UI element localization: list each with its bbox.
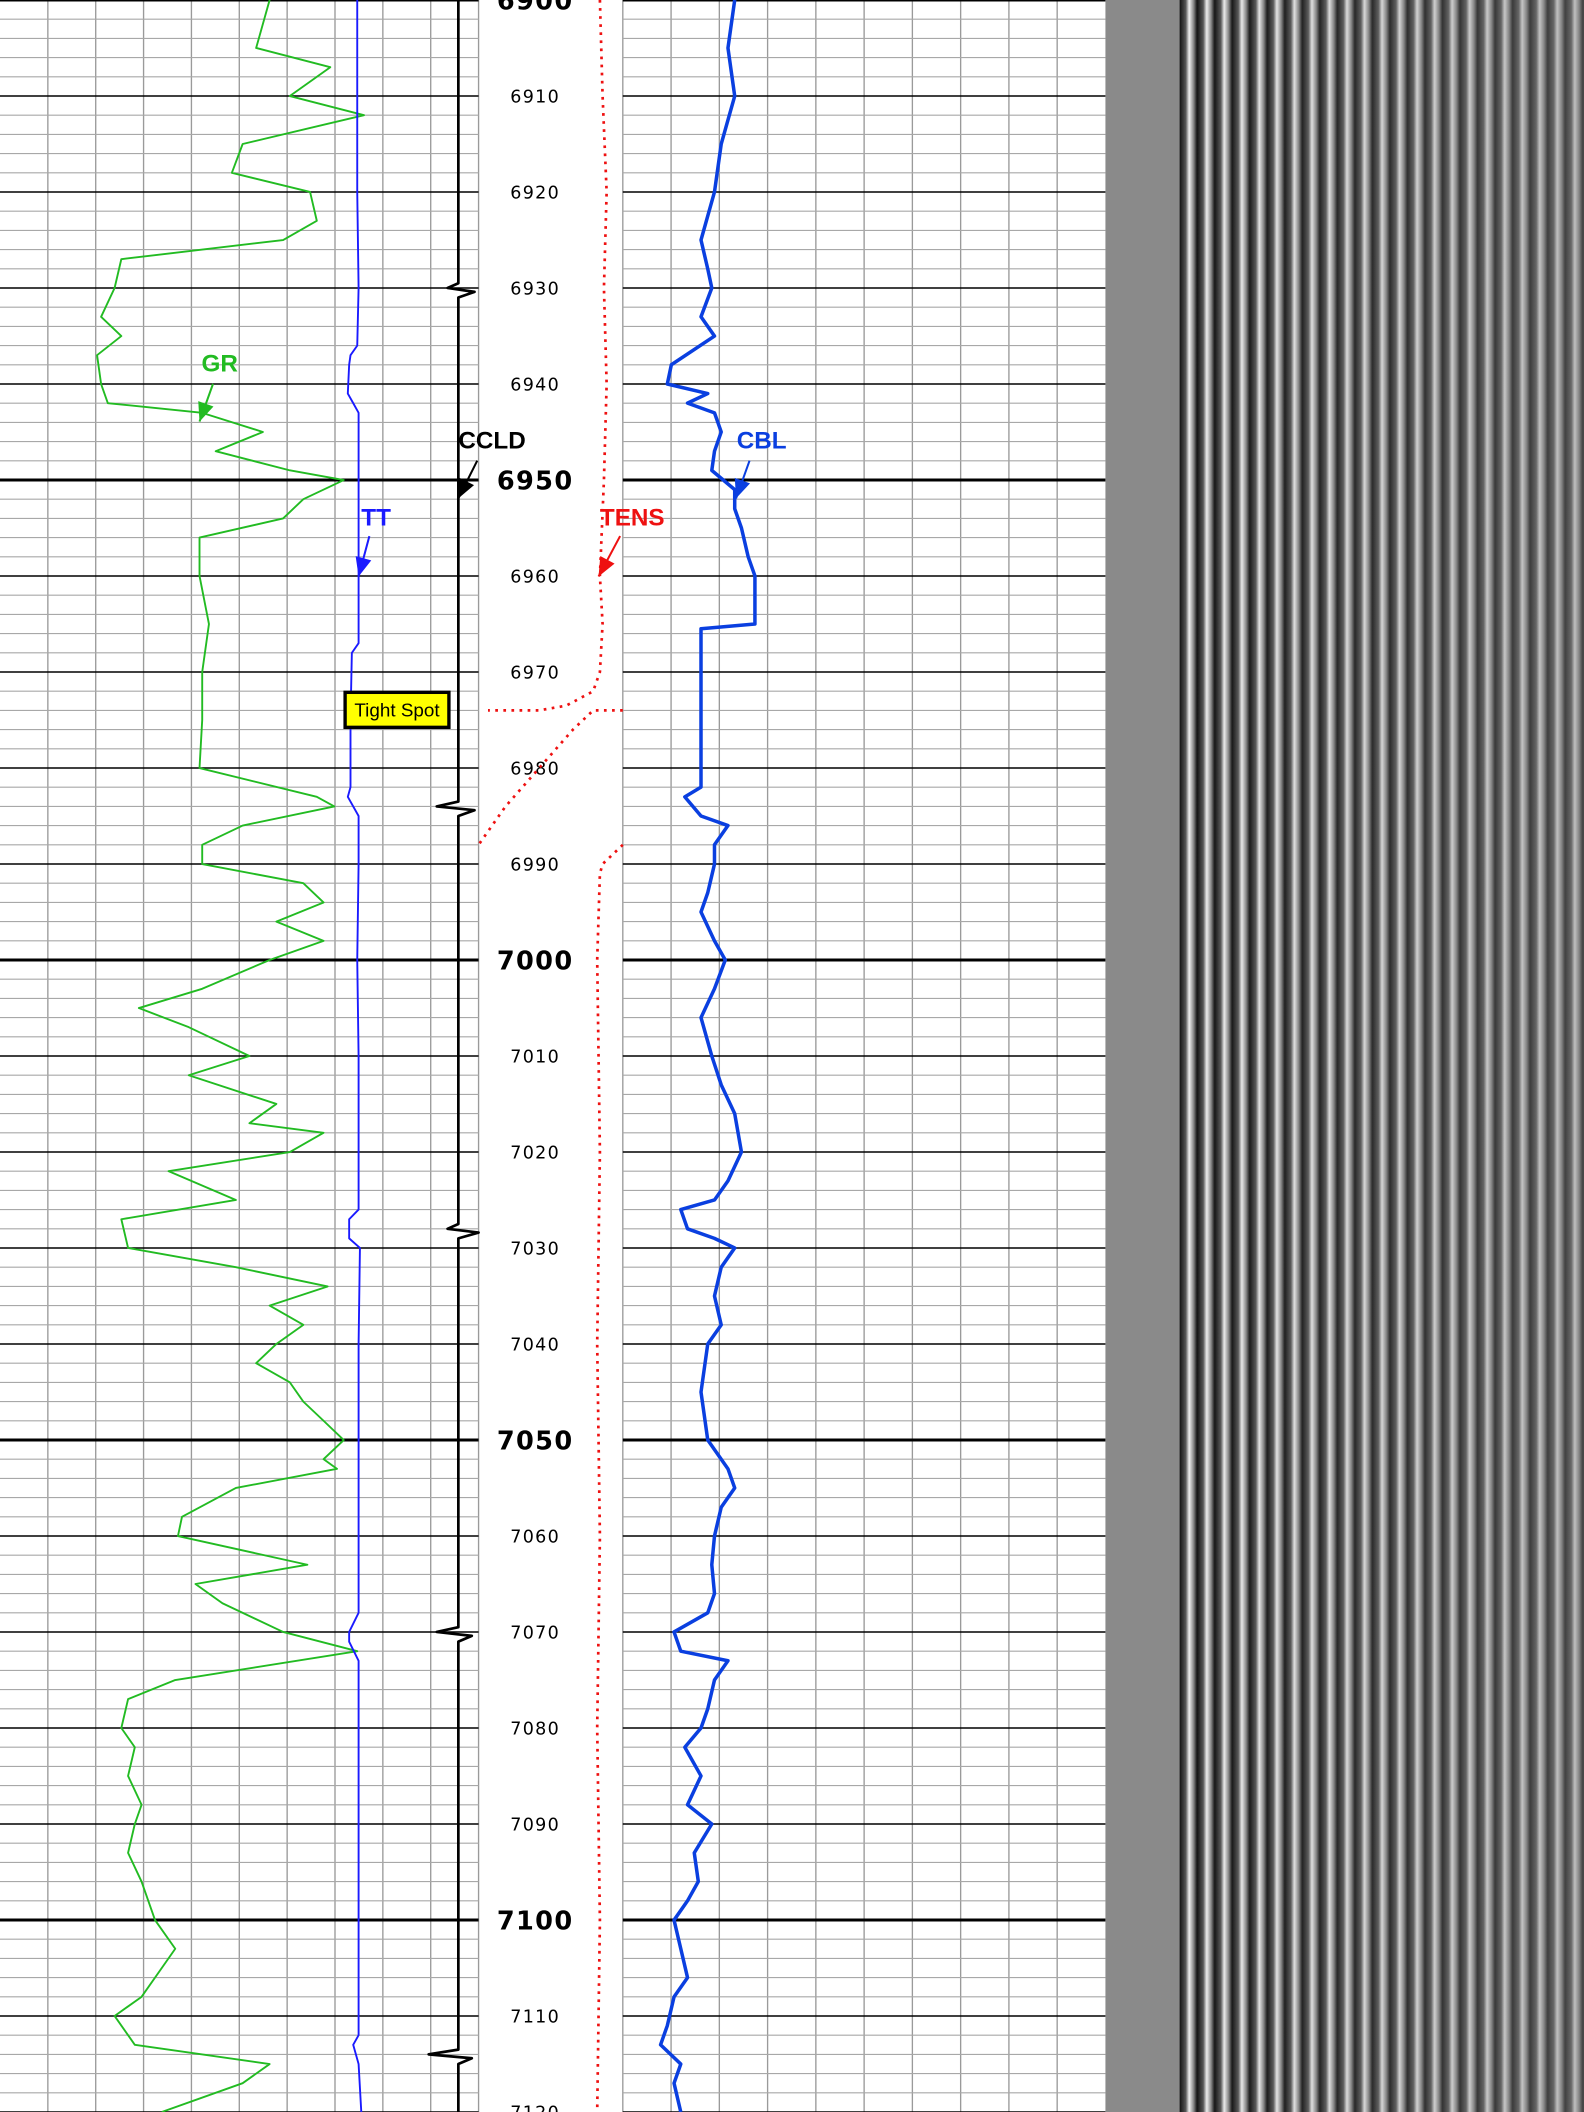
labels: GR TT CCLD TENS CBL Tight Spot	[198, 351, 787, 730]
depth-label: 7100	[497, 1906, 574, 1936]
curve-label: GR	[202, 351, 239, 378]
arrow-head	[198, 401, 214, 422]
arrow-head	[598, 556, 615, 577]
depth-label: 6960	[510, 568, 560, 588]
depth-label: 6970	[510, 664, 560, 684]
vdl-casing	[1105, 0, 1180, 2112]
depth-label: 6900	[497, 0, 574, 16]
curve-gr	[96, 0, 365, 2112]
depth-label: 7060	[510, 1528, 560, 1548]
annotation-text: Tight Spot	[354, 700, 440, 721]
depth-label: 7110	[510, 2008, 560, 2028]
grid: 6900 6910 6920 6930 6940 6950 6960 6970 6980 6990…	[0, 0, 1106, 2112]
depth-label: 7010	[510, 1048, 560, 1068]
depth-label: 6920	[510, 184, 560, 204]
depth-label: 7000	[497, 946, 574, 976]
curve-label: CBL	[737, 428, 787, 455]
annotation-box	[343, 690, 451, 730]
curve-tens	[477, 709, 623, 846]
depth-label: 7050	[497, 1426, 574, 1456]
depth-label: 6910	[510, 88, 560, 108]
curve-cbl	[658, 0, 757, 2112]
depth-label: 6940	[510, 376, 560, 396]
arrow-head	[734, 477, 751, 499]
depth-label: 6930	[510, 280, 560, 300]
depth-label: 6950	[497, 466, 574, 496]
vdl-fade	[1179, 0, 1584, 2112]
depth-label: 6990	[510, 856, 560, 876]
depth-label: 7080	[510, 1720, 560, 1740]
arrow-head	[355, 556, 372, 577]
curves	[96, 0, 757, 2112]
curve-tens	[595, 843, 624, 2112]
curve-tt	[346, 0, 363, 2112]
curve-ccld	[427, 0, 480, 2112]
depth-label: 6980	[510, 760, 560, 780]
curve-label: CCLD	[458, 428, 525, 455]
arrow-head	[458, 477, 475, 499]
vdl-image	[1105, 0, 1584, 2112]
curve-label: TT	[361, 504, 391, 531]
depth-label: 7070	[510, 1624, 560, 1644]
depth-label: 7120	[510, 2104, 560, 2112]
depth-label: 7040	[510, 1336, 560, 1356]
depth-label: 7090	[510, 1816, 560, 1836]
depth-label: 7020	[510, 1144, 560, 1164]
depth-label: 7030	[510, 1240, 560, 1260]
curve-label: TENS	[600, 504, 665, 531]
